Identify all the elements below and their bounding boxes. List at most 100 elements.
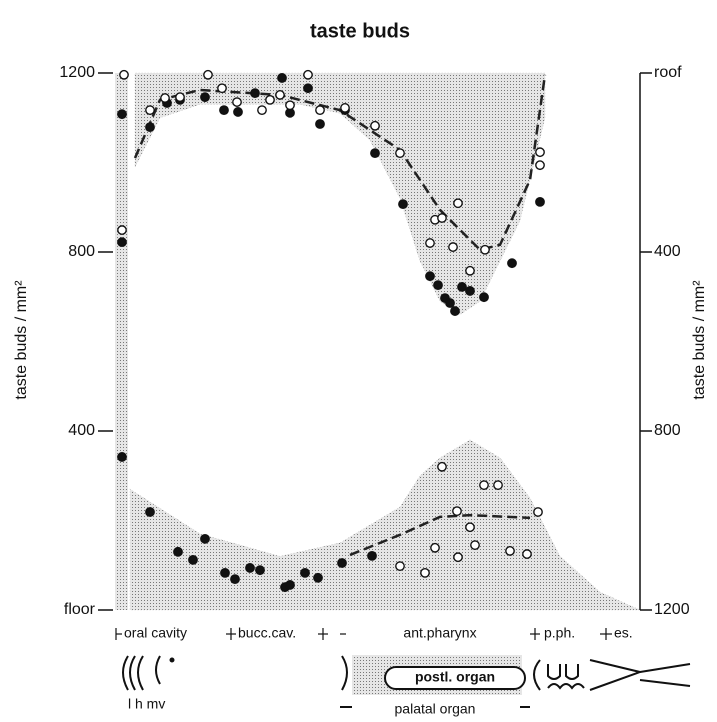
y-tick-label: 800 <box>68 243 95 260</box>
point <box>313 572 323 583</box>
point <box>448 242 458 252</box>
point <box>117 452 127 462</box>
region-bar <box>115 628 612 640</box>
chart-title: taste buds <box>310 20 410 42</box>
point <box>173 546 183 557</box>
y-tick-label: 400 <box>68 422 95 439</box>
point <box>188 554 198 565</box>
annotation: postl. organ <box>415 669 495 685</box>
point <box>117 237 127 248</box>
point <box>220 567 230 578</box>
point <box>245 563 255 573</box>
point <box>219 105 229 116</box>
point <box>277 73 287 83</box>
point <box>479 480 489 491</box>
point <box>493 480 503 491</box>
annotation: palatal organ <box>395 701 476 717</box>
point <box>450 306 460 316</box>
point <box>535 196 545 207</box>
point <box>425 238 435 248</box>
y-axis-label: taste buds / mm² <box>13 280 30 400</box>
envelope <box>134 72 546 316</box>
point <box>522 549 532 559</box>
point <box>145 122 155 133</box>
point <box>275 90 285 100</box>
point <box>340 103 350 113</box>
point <box>367 550 377 561</box>
point <box>457 282 467 292</box>
envelope <box>129 439 641 611</box>
plot-area <box>117 69 641 611</box>
point <box>398 199 408 210</box>
point <box>465 522 475 533</box>
point <box>395 148 405 159</box>
y-tick-label: floor <box>64 601 96 618</box>
y-tick-label: 1200 <box>59 64 95 81</box>
point <box>479 292 489 303</box>
point <box>303 83 313 94</box>
point <box>535 160 545 171</box>
annotation: l h mv <box>128 696 165 712</box>
point <box>285 580 295 590</box>
point <box>250 88 260 99</box>
point <box>265 94 275 105</box>
point <box>533 507 543 517</box>
point <box>465 265 475 276</box>
point <box>217 83 227 94</box>
point <box>160 93 170 103</box>
point <box>445 298 455 308</box>
point <box>370 148 380 159</box>
point <box>395 561 405 572</box>
point <box>430 542 440 553</box>
point <box>437 461 447 472</box>
point <box>200 533 210 544</box>
point <box>145 507 155 517</box>
region-label: oral cavity <box>124 625 187 641</box>
anatomy-sketch <box>122 655 691 708</box>
point <box>117 109 127 120</box>
y2-tick-label: roof <box>654 64 682 81</box>
trend-line <box>349 513 531 557</box>
y2-tick-label: 1200 <box>654 601 690 618</box>
point <box>200 92 210 103</box>
point <box>437 213 447 223</box>
point <box>505 546 515 556</box>
point <box>470 540 480 551</box>
point <box>119 69 129 80</box>
y2-tick-label: 400 <box>654 243 681 260</box>
point <box>425 271 435 282</box>
point <box>465 286 475 296</box>
point <box>233 107 243 117</box>
region-label: bucc.cav. <box>238 625 296 641</box>
point <box>535 147 545 158</box>
point <box>203 69 213 80</box>
point <box>315 119 325 129</box>
point <box>257 105 267 116</box>
point <box>420 567 430 578</box>
strip <box>115 73 128 610</box>
point <box>452 506 462 517</box>
point <box>480 244 490 255</box>
region-label: ant.pharynx <box>403 625 476 641</box>
point <box>453 198 463 209</box>
point <box>370 120 380 131</box>
point <box>315 105 325 116</box>
y2-tick-label: 800 <box>654 422 681 439</box>
point <box>507 258 517 269</box>
region-label: es. <box>614 625 633 641</box>
y2-axis-label: taste buds / mm² <box>691 280 708 400</box>
point <box>255 565 265 576</box>
point <box>303 69 313 80</box>
point <box>230 574 240 585</box>
point <box>453 552 463 563</box>
point <box>337 558 347 568</box>
point <box>117 225 127 235</box>
point <box>433 280 443 291</box>
point <box>232 97 242 107</box>
point <box>285 100 295 111</box>
point <box>300 567 310 578</box>
region-label: p.ph. <box>544 625 575 641</box>
point <box>175 92 185 103</box>
point <box>145 105 155 116</box>
